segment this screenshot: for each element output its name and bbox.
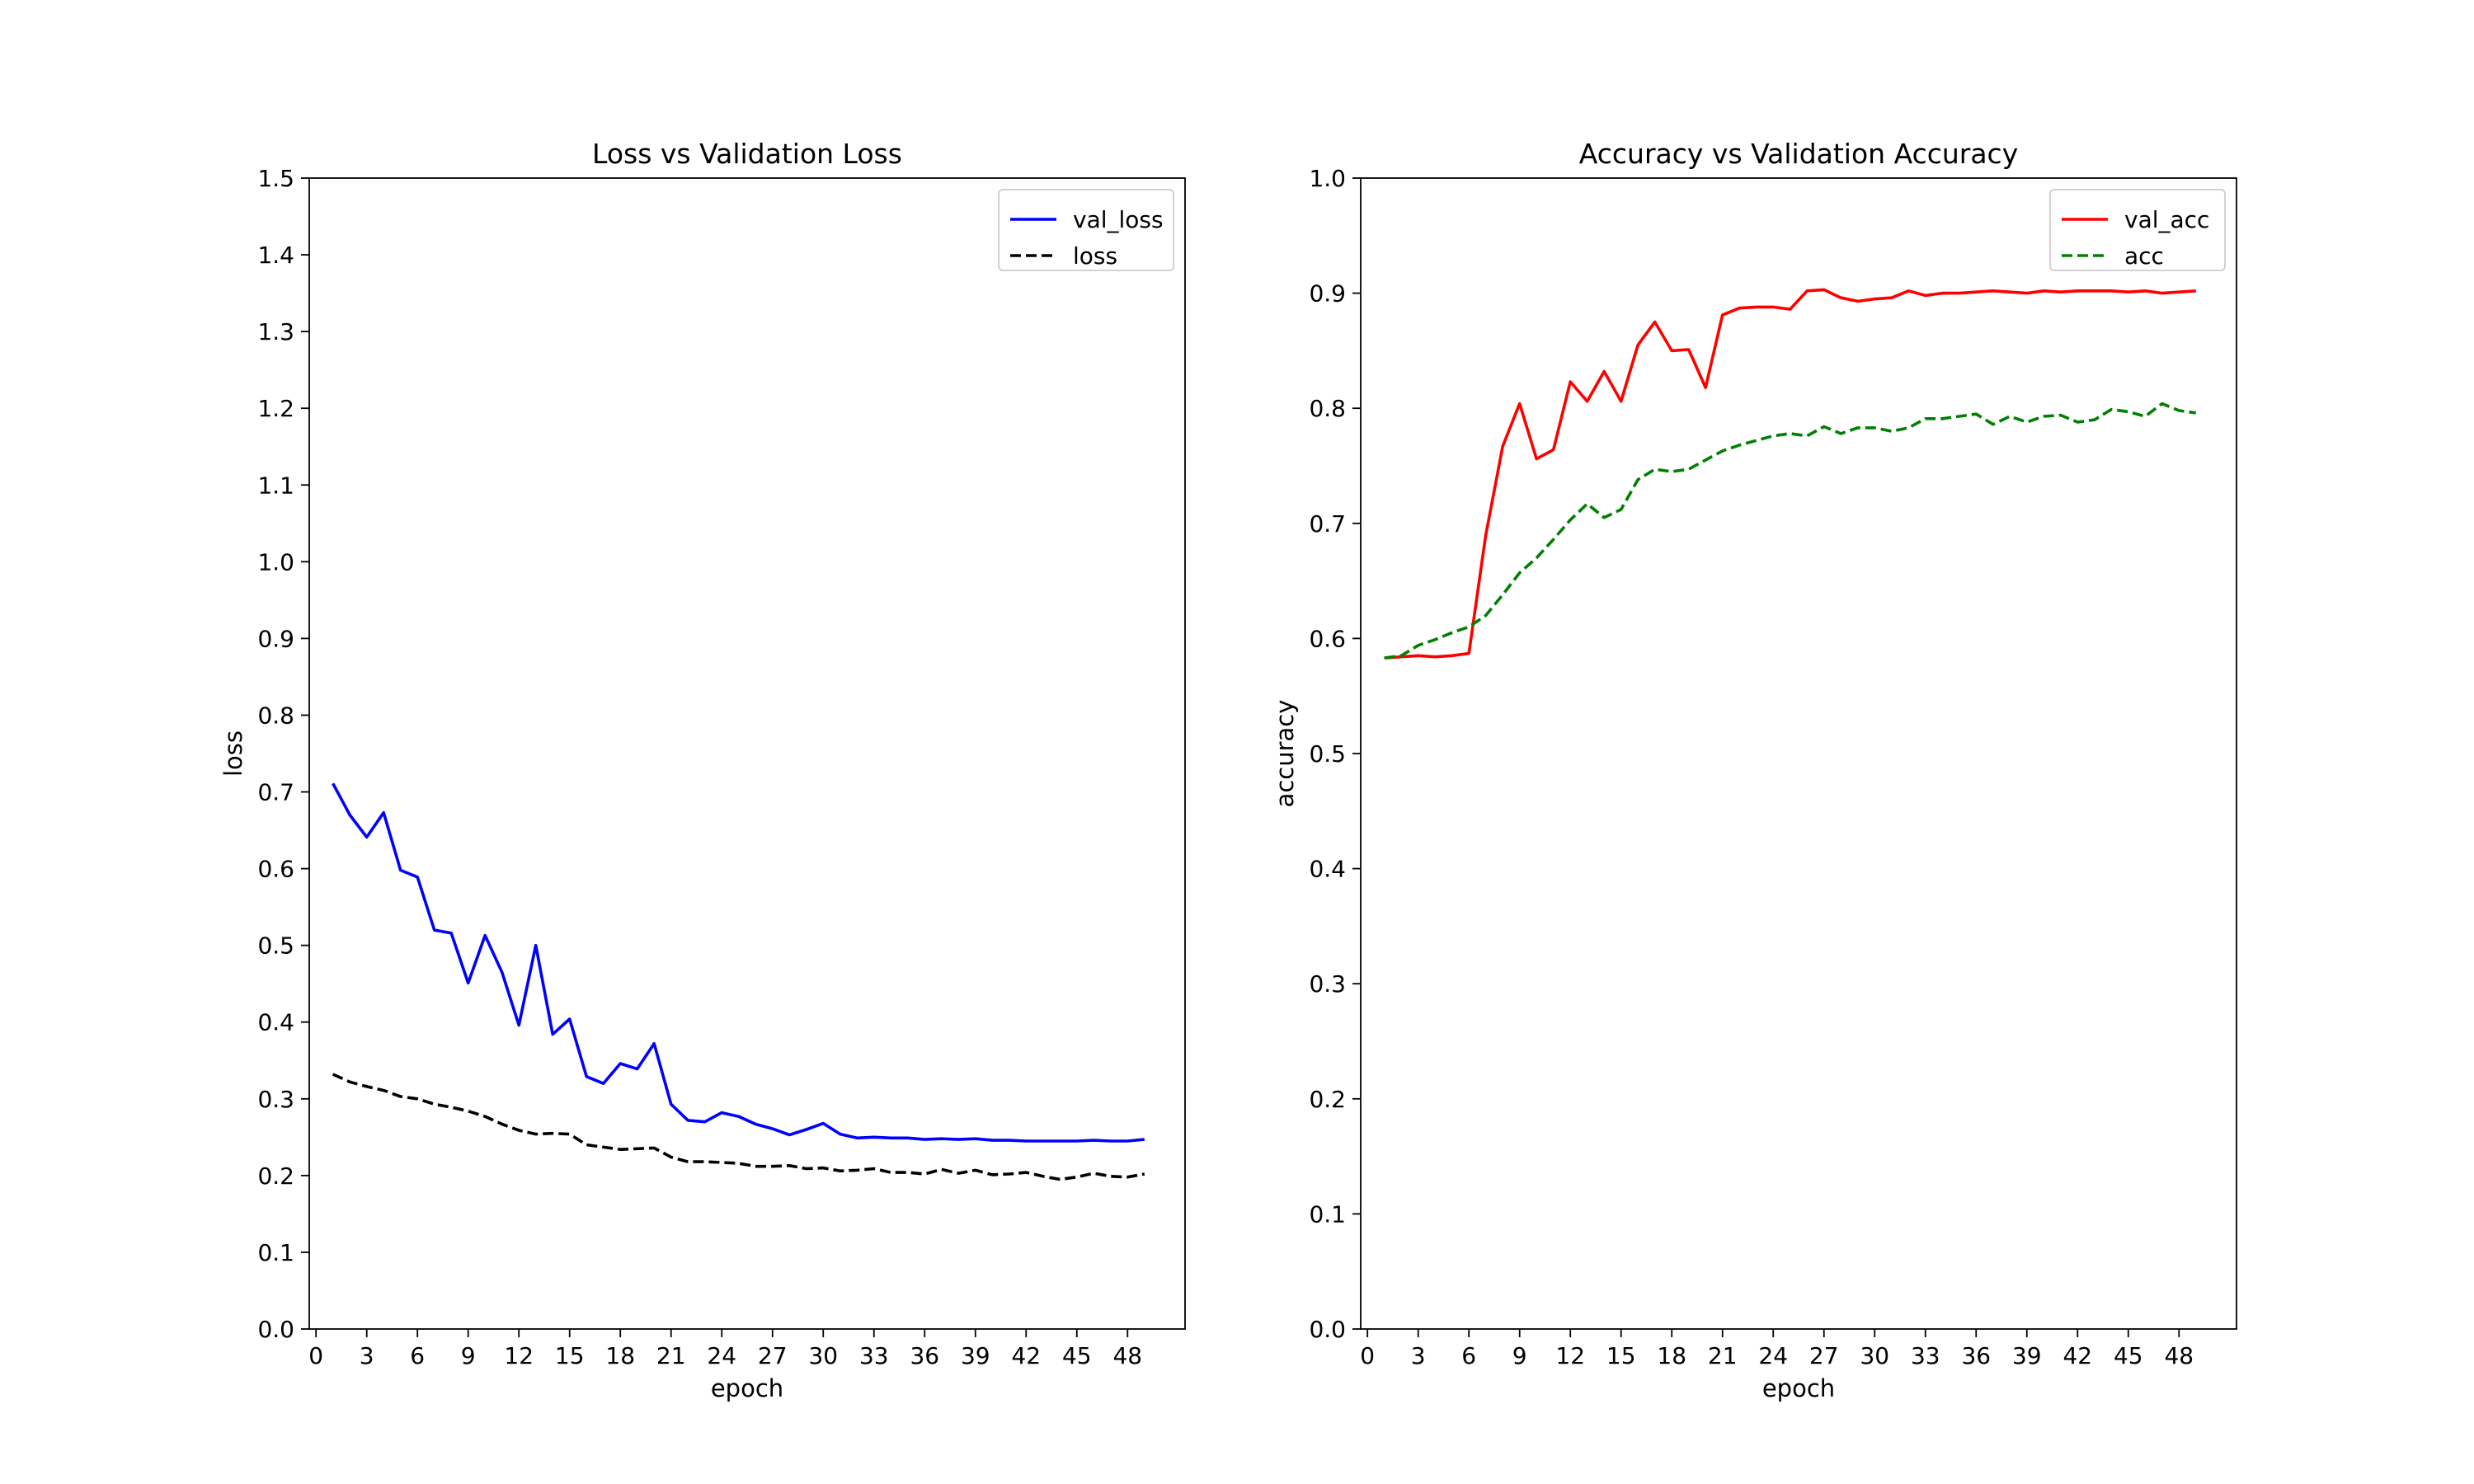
x-tick-label: 33 [859, 1342, 889, 1369]
y-tick-label: 0.9 [257, 625, 294, 652]
series-line-loss [332, 1073, 1145, 1181]
x-tick-label: 12 [1555, 1342, 1585, 1369]
x-tick-label: 9 [461, 1342, 476, 1369]
x-tick-label: 0 [1360, 1342, 1375, 1369]
x-tick-label: 24 [1758, 1342, 1788, 1369]
y-tick-label: 0.5 [257, 932, 294, 960]
y-tick-label: 0.3 [257, 1086, 294, 1113]
x-tick-label: 6 [410, 1342, 425, 1369]
x-tick-label: 6 [1461, 1342, 1476, 1369]
x-tick-label: 45 [1062, 1342, 1092, 1369]
legend-label-acc: acc [2124, 242, 2164, 270]
chart-title: Accuracy vs Validation Accuracy [1579, 138, 2018, 170]
legend-label-val_loss: val_loss [1073, 206, 1164, 233]
x-tick-label: 48 [2164, 1342, 2194, 1369]
x-tick-label: 39 [961, 1342, 990, 1369]
x-tick-label: 3 [360, 1342, 374, 1369]
y-tick-label: 0.5 [1309, 740, 1346, 768]
x-tick-label: 36 [1961, 1342, 1991, 1369]
y-tick-label: 0.9 [1309, 280, 1346, 308]
y-tick-label: 0.7 [1309, 510, 1346, 538]
y-tick-label: 1.1 [257, 472, 294, 499]
x-tick-label: 21 [1708, 1342, 1738, 1369]
y-tick-label: 0.6 [1309, 625, 1346, 652]
x-tick-label: 36 [910, 1342, 939, 1369]
x-tick-label: 24 [707, 1342, 736, 1369]
x-tick-label: 42 [1011, 1342, 1041, 1369]
series-line-val_loss [332, 782, 1145, 1143]
y-tick-label: 1.4 [257, 242, 294, 269]
x-tick-label: 12 [504, 1342, 534, 1369]
x-tick-label: 45 [2114, 1342, 2143, 1369]
x-axis-label: epoch [1762, 1374, 1835, 1402]
x-tick-label: 27 [758, 1342, 788, 1369]
x-tick-label: 15 [1606, 1342, 1636, 1369]
y-tick-label: 0.0 [1309, 1316, 1346, 1343]
axes-frame [308, 177, 1186, 1330]
y-tick-label: 0.1 [1309, 1200, 1346, 1228]
y-tick-label: 1.0 [1309, 165, 1346, 192]
x-tick-label: 15 [555, 1342, 585, 1369]
y-tick-label: 0.2 [1309, 1086, 1346, 1113]
x-tick-label: 21 [656, 1342, 686, 1369]
x-tick-label: 18 [1657, 1342, 1686, 1369]
y-tick-label: 0.7 [257, 779, 294, 806]
legend-label-loss: loss [1073, 242, 1117, 270]
x-tick-label: 30 [1860, 1342, 1889, 1369]
y-tick-label: 0.0 [257, 1316, 294, 1343]
x-tick-label: 48 [1112, 1342, 1142, 1369]
y-tick-label: 1.3 [257, 318, 294, 345]
x-tick-label: 3 [1411, 1342, 1426, 1369]
y-tick-label: 0.2 [257, 1162, 294, 1190]
y-tick-label: 0.8 [257, 702, 294, 729]
x-tick-label: 0 [308, 1342, 323, 1369]
y-tick-label: 1.2 [257, 395, 294, 422]
y-tick-label: 0.4 [257, 1009, 294, 1036]
y-tick-label: 0.8 [1309, 395, 1346, 422]
series-line-acc [1384, 402, 2197, 660]
accuracy-chart: 0 3 6 9 12 15 18 21 24 27 30 33 36 39 42 45 480.00.10.20… [1271, 138, 2237, 1402]
x-tick-label: 27 [1809, 1342, 1839, 1369]
y-axis-label: loss [219, 730, 247, 777]
y-axis-label: accuracy [1271, 700, 1299, 808]
legend-box [998, 189, 1174, 271]
x-tick-label: 18 [605, 1342, 635, 1369]
y-tick-label: 0.6 [257, 856, 294, 883]
x-tick-label: 9 [1512, 1342, 1527, 1369]
y-tick-label: 1.0 [257, 548, 294, 575]
x-tick-label: 42 [2062, 1342, 2092, 1369]
x-tick-label: 39 [2012, 1342, 2042, 1369]
x-tick-label: 30 [808, 1342, 838, 1369]
legend-label-val_acc: val_acc [2124, 206, 2209, 233]
x-tick-label: 33 [1911, 1342, 1940, 1369]
y-tick-label: 0.1 [257, 1239, 294, 1266]
y-tick-label: 0.3 [1309, 970, 1346, 998]
legend-box [2049, 189, 2226, 271]
y-tick-label: 1.5 [257, 165, 294, 192]
series-line-val_acc [1384, 288, 2196, 660]
y-tick-label: 0.4 [1309, 856, 1346, 883]
chart-title: Loss vs Validation Loss [592, 138, 902, 170]
x-axis-label: epoch [711, 1374, 783, 1402]
loss-chart: 0 3 6 9 12 15 18 21 24 27 30 33 36 39 42 45 480.00.10.20… [219, 138, 1186, 1402]
